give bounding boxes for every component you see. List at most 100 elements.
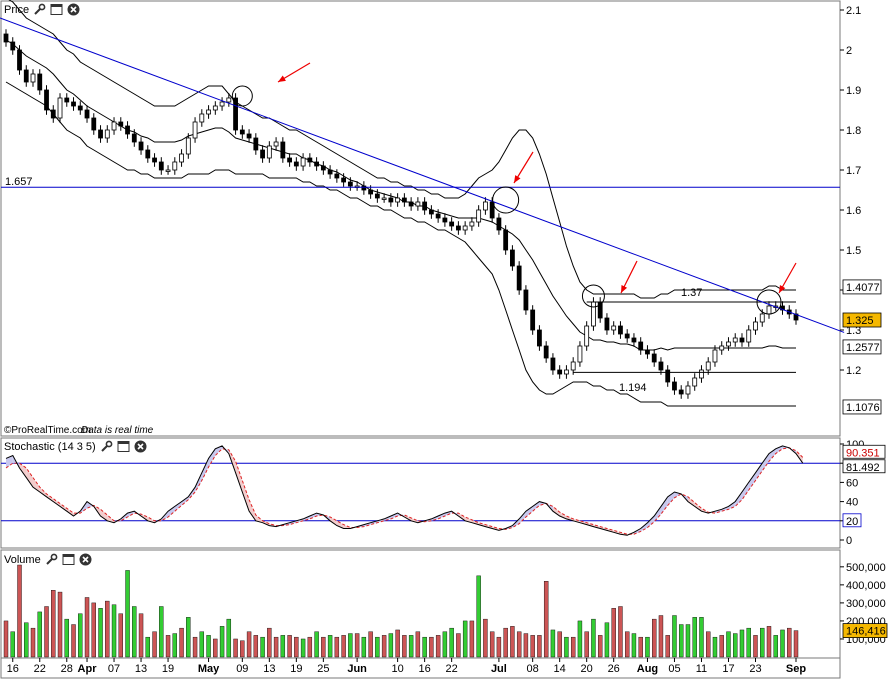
volume-bar: [503, 627, 508, 658]
volume-panel-header: Volume: [4, 553, 92, 566]
price-candle: [678, 385, 684, 399]
price-candle: [705, 357, 711, 375]
price-candle: [91, 113, 97, 135]
close-icon[interactable]: [67, 3, 80, 16]
window-icon[interactable]: [62, 553, 75, 566]
volume-bar: [523, 633, 529, 658]
stoch-fill-segment: [654, 506, 661, 522]
price-candle: [618, 321, 623, 339]
price-candle: [219, 97, 225, 111]
price-candle: [71, 97, 76, 111]
volume-bar: [638, 636, 643, 658]
svg-text:1.4077: 1.4077: [846, 282, 880, 294]
close-icon[interactable]: [134, 440, 147, 453]
price-candle: [57, 93, 63, 123]
price-candle: [314, 157, 319, 171]
stoch-fill-segment: [242, 480, 250, 512]
price-candle: [435, 209, 441, 223]
price-candle: [604, 313, 610, 335]
stoch-fill-segment: [330, 516, 337, 526]
volume-tick-label: 500,000: [846, 562, 886, 574]
price-candle: [651, 349, 657, 367]
x-tick-label: 05: [668, 663, 680, 675]
price-candle: [550, 353, 556, 375]
close-icon[interactable]: [79, 553, 92, 566]
price-candle: [185, 133, 191, 159]
price-candle: [44, 85, 49, 115]
price-candle: [381, 193, 387, 203]
price-candle: [239, 125, 245, 139]
price-candle: [77, 101, 83, 115]
price-candle: [17, 45, 22, 75]
window-icon[interactable]: [50, 3, 63, 16]
x-tick-label: 20: [581, 663, 593, 675]
price-candle: [158, 157, 164, 175]
stoch-fill-segment: [195, 472, 202, 492]
price-candle: [401, 193, 407, 207]
price-overlays: [0, 17, 845, 373]
volume-bar: [408, 635, 414, 658]
volume-bar: [570, 636, 576, 658]
price-candle: [50, 105, 56, 123]
volume-bar: [118, 613, 123, 658]
stoch-fill-segment: [66, 508, 74, 516]
stoch-k-line: [5, 445, 804, 536]
price-tick-label: 1.3: [846, 325, 861, 337]
volume-bar: [91, 602, 96, 658]
volume-bar: [375, 636, 380, 658]
price-candle: [118, 117, 124, 131]
volume-bar: [314, 631, 319, 658]
hline-price-label: 1.657: [5, 176, 33, 188]
stochastic-panel-header: Stochastic (14 3 5): [4, 440, 147, 453]
price-candle: [273, 137, 279, 151]
x-tick-label: 16: [419, 663, 431, 675]
price-candle: [84, 105, 90, 123]
realtime-note: Data is real time: [81, 425, 154, 436]
volume-bar: [253, 635, 259, 658]
volume-bar: [530, 635, 535, 658]
price-candle: [685, 381, 691, 399]
x-tick-label: Jul: [491, 663, 507, 675]
price-candle: [415, 197, 421, 211]
volume-bar: [692, 617, 697, 658]
x-tick-label: Sep: [786, 663, 806, 675]
stoch-fill-segment: [60, 503, 67, 512]
highlight-circle: [581, 284, 605, 308]
price-candle: [658, 357, 664, 375]
x-tick-label: 13: [135, 663, 147, 675]
bollinger-bands: [5, 0, 796, 407]
stoch-fill-segment: [438, 513, 445, 519]
volume-bar: [138, 613, 144, 658]
price-candle: [253, 133, 259, 155]
volume-bar: [199, 631, 205, 658]
highlight-circle: [231, 85, 253, 107]
volume-bar: [294, 636, 299, 658]
volume-bar: [760, 627, 765, 658]
wrench-icon[interactable]: [100, 440, 113, 453]
volume-bar: [543, 581, 549, 658]
stoch-fill-segment: [519, 511, 526, 524]
volume-bar: [84, 597, 90, 658]
volume-bar: [321, 636, 326, 658]
volume-bar: [510, 626, 515, 658]
stoch-tick-label: 60: [846, 477, 858, 489]
x-tick-label: 07: [108, 663, 120, 675]
price-candle: [293, 157, 299, 171]
price-candle: [30, 69, 36, 87]
wrench-icon[interactable]: [45, 553, 58, 566]
stoch-lower-level-label: 20: [842, 513, 862, 528]
stochastic-panel-title: Stochastic (14 3 5): [4, 440, 96, 453]
volume-bar: [483, 618, 488, 658]
price-tick-label: 2.1: [846, 5, 861, 17]
volume-bar: [591, 618, 596, 658]
stoch-fill-segment: [53, 498, 61, 507]
window-icon[interactable]: [117, 440, 130, 453]
wrench-icon[interactable]: [33, 3, 46, 16]
price-candle: [455, 221, 461, 235]
stoch-fill-segment: [100, 509, 108, 521]
stoch-fill-segment: [26, 468, 34, 488]
volume-bar: [206, 635, 211, 658]
price-tick-label: 2: [846, 45, 852, 57]
volume-bar: [105, 600, 110, 658]
